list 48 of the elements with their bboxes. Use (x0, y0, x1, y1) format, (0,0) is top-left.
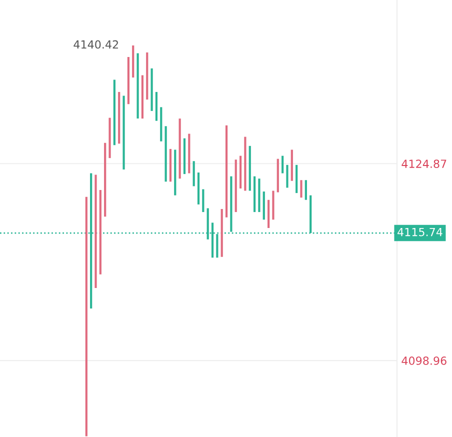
candlestick (183, 138, 186, 174)
candlestick (104, 142, 106, 217)
candlestick (136, 53, 139, 119)
candlestick (164, 126, 167, 182)
candlestick (127, 57, 130, 104)
candlestick (178, 118, 181, 179)
candlestick (146, 52, 148, 100)
candlestick (248, 146, 251, 191)
y-tick-label: 4124.87 (402, 160, 446, 168)
candlestick (99, 190, 102, 274)
candlestick (296, 164, 298, 194)
candlestick (160, 107, 162, 142)
candlestick (300, 180, 302, 198)
candlestick (188, 134, 190, 174)
candlestick (202, 189, 204, 212)
candlestick (272, 190, 274, 220)
candlestick (174, 150, 176, 196)
candlestick (304, 180, 307, 200)
candlestick (230, 176, 232, 232)
candlestick (234, 160, 237, 212)
candlestick (169, 148, 172, 182)
annotation: 4140.42 (74, 40, 118, 49)
candlestick (108, 118, 111, 158)
candlestick (225, 125, 228, 218)
candlestick (282, 156, 284, 174)
candlestick (197, 172, 200, 204)
candlestick (155, 92, 158, 121)
candlestick (118, 92, 120, 144)
candlestick (192, 161, 195, 186)
candlestick (239, 156, 242, 188)
candlestick (258, 178, 260, 212)
candlestick (244, 136, 246, 191)
candlestick (276, 158, 279, 192)
y-tick-label: 4098.96 (402, 356, 446, 365)
ref-line-label: 4115.74 (398, 228, 442, 236)
candlestick (85, 196, 88, 436)
candlestick (290, 150, 293, 181)
candlestick (262, 192, 265, 220)
candlestick (141, 75, 144, 119)
candlestick (286, 164, 288, 188)
candlestick (150, 68, 153, 111)
candlestick (268, 200, 270, 228)
candlestick (113, 80, 116, 146)
candlestick (94, 174, 97, 288)
candlestick (253, 176, 256, 212)
candlestick (122, 96, 125, 170)
candlestick (132, 45, 134, 78)
candlestick (220, 209, 223, 257)
